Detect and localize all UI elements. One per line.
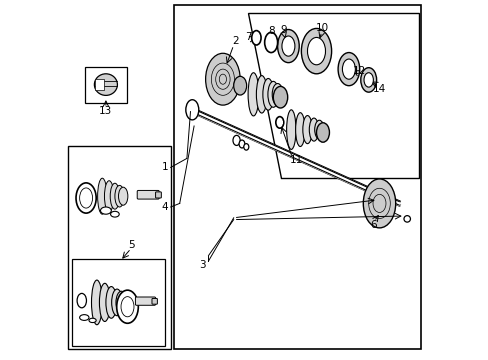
Ellipse shape xyxy=(286,110,295,149)
Text: 9: 9 xyxy=(280,25,286,35)
Bar xyxy=(174,5,420,349)
Ellipse shape xyxy=(117,290,138,323)
Text: 6: 6 xyxy=(369,220,376,230)
Bar xyxy=(68,146,170,349)
Ellipse shape xyxy=(111,289,122,316)
Ellipse shape xyxy=(205,53,240,105)
Ellipse shape xyxy=(309,118,318,141)
Ellipse shape xyxy=(110,183,120,209)
Bar xyxy=(253,35,259,40)
Ellipse shape xyxy=(115,185,124,207)
Text: 7: 7 xyxy=(244,32,251,42)
Ellipse shape xyxy=(267,81,278,107)
Ellipse shape xyxy=(239,140,244,148)
Ellipse shape xyxy=(363,73,373,87)
Ellipse shape xyxy=(273,86,287,108)
Ellipse shape xyxy=(244,144,248,150)
FancyBboxPatch shape xyxy=(152,298,157,304)
Ellipse shape xyxy=(301,28,331,74)
Ellipse shape xyxy=(233,76,246,95)
Ellipse shape xyxy=(89,318,96,323)
Ellipse shape xyxy=(272,84,283,105)
Ellipse shape xyxy=(232,135,240,145)
Text: 11: 11 xyxy=(289,155,303,165)
Ellipse shape xyxy=(363,179,395,228)
Ellipse shape xyxy=(277,30,299,63)
Ellipse shape xyxy=(99,283,110,321)
Ellipse shape xyxy=(403,216,409,222)
Ellipse shape xyxy=(118,187,127,205)
Ellipse shape xyxy=(80,188,92,208)
Text: 3: 3 xyxy=(199,260,205,270)
Ellipse shape xyxy=(263,78,273,110)
Ellipse shape xyxy=(337,53,359,86)
Ellipse shape xyxy=(316,123,329,142)
Ellipse shape xyxy=(295,113,305,147)
Ellipse shape xyxy=(360,68,376,92)
Bar xyxy=(72,259,165,346)
Ellipse shape xyxy=(251,31,261,45)
Ellipse shape xyxy=(247,73,258,116)
Bar xyxy=(266,40,275,45)
Ellipse shape xyxy=(77,293,86,308)
FancyBboxPatch shape xyxy=(135,297,155,305)
Ellipse shape xyxy=(106,287,117,318)
Ellipse shape xyxy=(110,211,119,217)
Ellipse shape xyxy=(116,291,126,314)
Ellipse shape xyxy=(94,74,117,95)
Text: 5: 5 xyxy=(127,240,134,250)
Ellipse shape xyxy=(80,315,89,320)
Ellipse shape xyxy=(275,117,283,128)
Text: 8: 8 xyxy=(267,26,274,36)
Ellipse shape xyxy=(307,37,325,65)
Bar xyxy=(95,79,104,90)
Ellipse shape xyxy=(185,100,199,120)
Text: 1: 1 xyxy=(162,162,168,172)
Text: 4: 4 xyxy=(161,202,167,212)
Bar xyxy=(85,67,126,103)
Ellipse shape xyxy=(264,32,277,53)
Ellipse shape xyxy=(101,207,111,214)
Polygon shape xyxy=(247,13,418,178)
Text: 13: 13 xyxy=(99,106,112,116)
Ellipse shape xyxy=(76,183,96,213)
Bar xyxy=(276,121,282,124)
FancyBboxPatch shape xyxy=(137,190,159,199)
Ellipse shape xyxy=(342,59,355,79)
Ellipse shape xyxy=(98,178,107,214)
Ellipse shape xyxy=(91,280,102,325)
Ellipse shape xyxy=(121,297,134,317)
Text: 14: 14 xyxy=(372,84,385,94)
Ellipse shape xyxy=(282,36,294,56)
Text: 12: 12 xyxy=(352,66,366,76)
Ellipse shape xyxy=(314,120,324,139)
Ellipse shape xyxy=(104,181,114,212)
Ellipse shape xyxy=(256,76,266,113)
Text: 2: 2 xyxy=(232,36,238,46)
Ellipse shape xyxy=(302,116,311,144)
FancyBboxPatch shape xyxy=(155,192,161,198)
Text: 10: 10 xyxy=(315,23,328,33)
